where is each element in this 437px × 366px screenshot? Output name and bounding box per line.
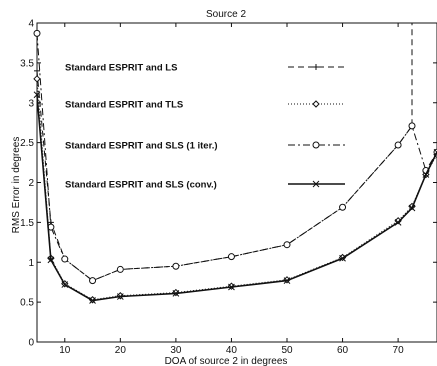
data-point	[33, 91, 41, 99]
x-marker-b	[61, 281, 69, 288]
x-tick-label: 60	[337, 345, 349, 356]
data-point	[89, 277, 97, 285]
data-point	[339, 254, 346, 262]
x-marker-b	[116, 293, 124, 300]
x-tick-label: 30	[170, 345, 182, 356]
data-point	[283, 277, 291, 284]
y-tick-label: 0	[28, 338, 34, 349]
series-4	[33, 91, 437, 304]
x-marker-b	[408, 204, 416, 212]
chart-title: Source 2	[206, 9, 246, 20]
data-point	[228, 283, 235, 291]
x-marker-b	[312, 180, 320, 188]
y-tick-label: 0.5	[20, 298, 34, 309]
x-axis-title: DOA of source 2 in degrees	[165, 356, 288, 366]
data-point	[172, 262, 180, 270]
legend-marker	[312, 180, 320, 188]
y-tick-label: 4	[28, 19, 34, 30]
axis-ticks: 10 20 30 40 50 60 70 0 0.5 1 1.5 2 2.5 3 3.5 4	[20, 19, 437, 356]
y-axis-title: RMS Error in degrees	[11, 137, 22, 234]
legend-label: Standard ESPRIT and TLS	[65, 100, 183, 111]
data-point	[227, 253, 235, 261]
x-marker-b	[89, 297, 96, 304]
data-point	[408, 122, 416, 130]
legend-label: Standard ESPRIT and SLS (conv.)	[65, 180, 217, 191]
x-marker-b	[394, 219, 402, 226]
x-tick-label: 40	[226, 345, 238, 356]
y-tick-label: 2.5	[20, 138, 34, 149]
data-point	[283, 241, 291, 249]
data-point	[89, 297, 96, 304]
data-point	[394, 219, 402, 226]
data-point	[61, 281, 69, 288]
data-point	[33, 75, 41, 83]
y-tick-label: 3.5	[20, 58, 34, 69]
data-point	[116, 293, 124, 300]
data-point	[172, 289, 180, 297]
x-tick-label: 20	[115, 345, 127, 356]
legend-label: Standard ESPRIT and LS	[65, 63, 177, 74]
y-tick-label: 3	[28, 98, 34, 109]
data-point	[422, 171, 430, 178]
x-marker-b	[433, 151, 437, 156]
x-marker-b	[422, 171, 430, 178]
x-marker-b	[33, 91, 41, 99]
data-point	[47, 256, 55, 264]
y-tick-label: 1.5	[20, 218, 34, 229]
series-line	[36, 94, 437, 302]
x-marker-b	[283, 277, 291, 284]
data-point	[433, 148, 437, 156]
data-point	[394, 141, 402, 149]
data-point	[33, 29, 41, 37]
legend-marker	[312, 100, 320, 108]
x-marker-b	[228, 283, 235, 291]
x-tick-label: 10	[59, 345, 71, 356]
data-point	[408, 204, 416, 212]
legend-label: Standard ESPRIT and SLS (1 iter.)	[65, 141, 218, 152]
x-tick-label: 70	[393, 345, 405, 356]
data-series	[33, 23, 437, 304]
legend: Standard ESPRIT and LS Standard ESPRIT an…	[65, 63, 345, 191]
y-tick-label: 2	[28, 178, 34, 189]
legend-marker	[312, 141, 320, 149]
x-marker-b	[172, 289, 180, 297]
x-tick-label: 50	[281, 345, 293, 356]
data-point	[34, 67, 40, 74]
legend-marker	[313, 64, 319, 70]
y-tick-label: 1	[28, 258, 34, 269]
data-point	[116, 265, 124, 273]
x-marker-b	[339, 254, 346, 262]
data-point	[339, 203, 347, 211]
data-point	[61, 255, 69, 263]
x-marker-a	[433, 148, 437, 153]
x-marker-b	[47, 256, 55, 264]
